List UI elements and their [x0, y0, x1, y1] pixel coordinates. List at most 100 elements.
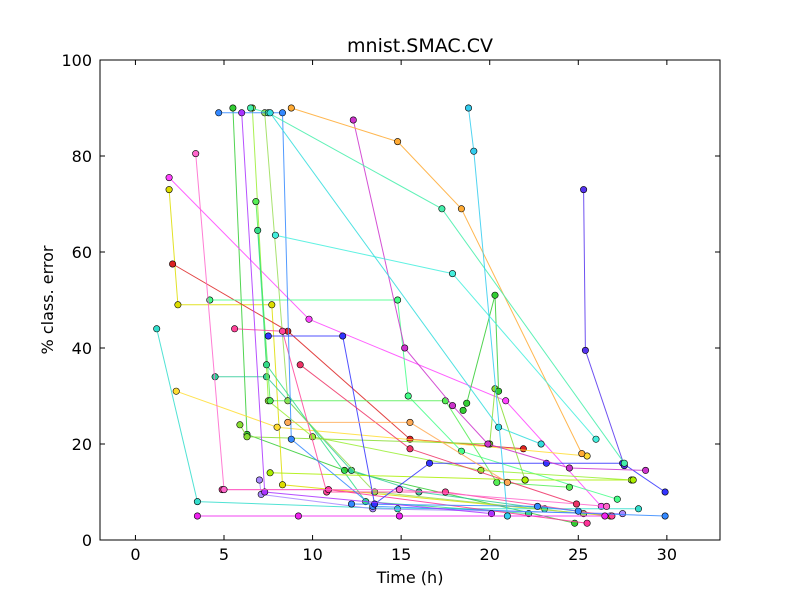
x-tick-label: 0	[130, 545, 140, 564]
data-point	[254, 226, 262, 234]
data-point	[153, 325, 161, 333]
data-point	[565, 464, 573, 472]
data-point	[464, 104, 472, 112]
series-17	[459, 291, 503, 414]
y-tick-label: 80	[72, 147, 92, 166]
x-tick-label: 25	[568, 545, 588, 564]
data-point	[484, 440, 492, 448]
x-tick-label: 15	[391, 545, 411, 564]
data-point	[287, 435, 295, 443]
data-point	[493, 478, 501, 486]
data-point	[266, 469, 274, 477]
data-point	[169, 260, 177, 268]
data-point	[193, 512, 201, 520]
data-point	[278, 327, 286, 335]
data-point	[581, 346, 589, 354]
data-point	[459, 406, 467, 414]
data-point	[503, 478, 511, 486]
data-point	[395, 512, 403, 520]
data-point	[565, 483, 573, 491]
series-line	[264, 112, 584, 515]
series-6	[206, 296, 621, 503]
x-tick-label: 30	[657, 545, 677, 564]
series-line	[172, 263, 524, 450]
series-27	[247, 104, 628, 467]
data-point	[271, 231, 279, 239]
y-axis-label: % class. error	[38, 245, 57, 354]
data-point	[495, 387, 503, 395]
series-25	[193, 512, 609, 520]
data-point	[401, 344, 409, 352]
data-point	[502, 397, 510, 405]
series-19	[347, 500, 582, 515]
data-point	[521, 476, 529, 484]
y-tick-label: 0	[82, 531, 92, 550]
data-point	[252, 198, 260, 206]
data-point	[394, 138, 402, 146]
data-point	[438, 205, 446, 213]
series-24	[192, 150, 611, 510]
data-point	[572, 500, 580, 508]
data-point	[395, 486, 403, 494]
data-point	[457, 205, 465, 213]
data-point	[278, 481, 286, 489]
data-point	[215, 109, 223, 117]
x-tick-label: 5	[219, 545, 229, 564]
data-point	[457, 447, 465, 455]
data-point	[305, 315, 313, 323]
series-line	[168, 177, 602, 507]
data-point	[264, 332, 272, 340]
data-point	[394, 296, 402, 304]
data-point	[642, 466, 650, 474]
data-point	[601, 512, 609, 520]
data-point	[294, 512, 302, 520]
data-point	[425, 459, 433, 467]
y-tick-label: 100	[61, 51, 92, 70]
series-4	[153, 325, 642, 513]
data-point	[629, 476, 637, 484]
data-point	[448, 402, 456, 410]
data-point	[268, 301, 276, 309]
data-point	[236, 421, 244, 429]
series-5	[172, 387, 591, 460]
data-point	[613, 495, 621, 503]
data-point	[533, 502, 541, 510]
data-point	[463, 399, 471, 407]
data-point	[238, 109, 246, 117]
data-point	[220, 486, 228, 494]
series-line	[156, 328, 639, 510]
data-point	[578, 450, 586, 458]
data-point	[193, 498, 201, 506]
data-point	[661, 512, 669, 520]
data-point	[491, 291, 499, 299]
data-point	[603, 502, 611, 510]
series-line	[257, 230, 529, 515]
data-point	[287, 104, 295, 112]
data-point	[165, 186, 173, 194]
data-point	[261, 488, 269, 496]
series-line	[462, 295, 500, 411]
y-tick-label: 20	[72, 435, 92, 454]
data-point	[661, 488, 669, 496]
data-point	[583, 519, 591, 527]
data-point	[172, 387, 180, 395]
data-point	[192, 150, 200, 158]
data-point	[441, 397, 449, 405]
data-point	[406, 445, 414, 453]
y-tick-label: 60	[72, 243, 92, 262]
data-point	[487, 510, 495, 518]
data-point	[278, 109, 286, 117]
series-31	[296, 361, 580, 508]
data-point	[262, 361, 270, 369]
data-point	[537, 440, 545, 448]
data-point	[619, 510, 627, 518]
data-point	[243, 433, 251, 441]
series-2	[165, 174, 605, 510]
data-point	[266, 109, 274, 117]
data-point	[340, 466, 348, 474]
series-line	[195, 153, 607, 507]
series-32	[284, 418, 511, 486]
series-28	[271, 231, 600, 443]
y-tick-label: 40	[72, 339, 92, 358]
